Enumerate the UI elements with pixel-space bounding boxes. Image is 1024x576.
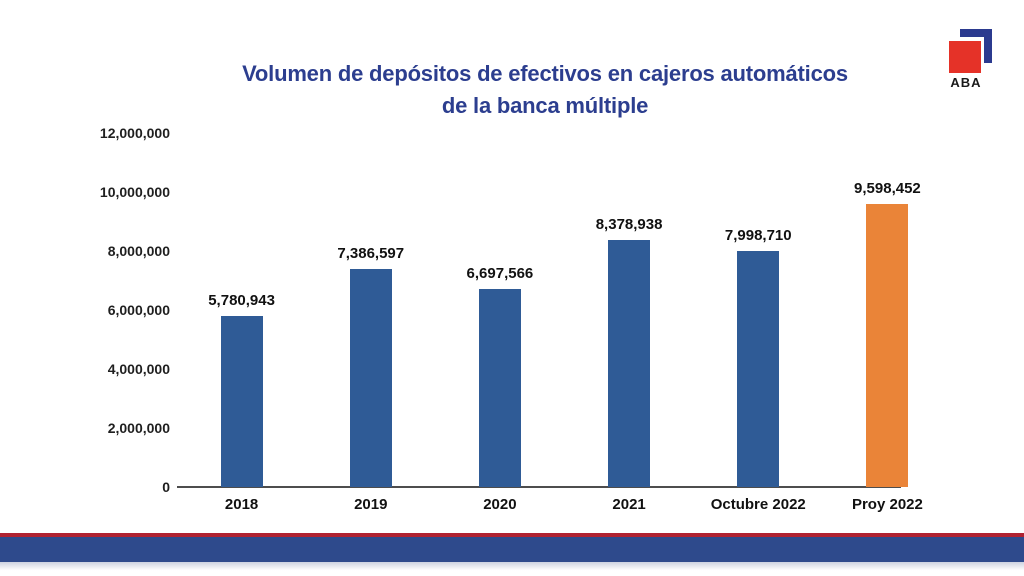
bar-value-label-2020: 6,697,566 <box>466 265 534 283</box>
footer-blue-band <box>0 537 1024 562</box>
y-axis-tick-label: 2,000,000 <box>107 420 170 436</box>
logo-red-square-icon <box>949 41 981 73</box>
bar-2021 <box>608 239 651 487</box>
footer-red-stripe <box>0 533 1024 537</box>
y-axis: 0 2,000,000 4,000,000 6,000,000 8,000,000 10,… <box>55 125 170 495</box>
y-axis-tick-label: 4,000,000 <box>107 361 170 377</box>
bar-value-label-octubre-2022: 7,998,710 <box>724 227 792 245</box>
bar-2018 <box>220 316 263 487</box>
plot-area: 5,780,943 7,386,597 6,697,566 8,378,938 7,99… <box>177 133 952 488</box>
chart-title-line1: Volumen de depósitos de efectivos en caj… <box>242 61 848 86</box>
y-axis-tick-label: 12,000,000 <box>99 125 170 141</box>
logo-corner-bracket-icon <box>960 29 992 63</box>
y-axis-tick-label: 6,000,000 <box>107 302 170 318</box>
x-axis: 2018 2019 2020 2021 Octubre 2022 Proy 2022 <box>177 496 952 522</box>
x-axis-label-2021: 2021 <box>612 496 646 513</box>
bar-value-label-2019: 7,386,597 <box>337 245 405 263</box>
chart-title-line2: de la banca múltiple <box>441 93 649 118</box>
x-axis-label-octubre-2022: Octubre 2022 <box>710 496 806 513</box>
logo-text: ABA <box>950 75 982 90</box>
y-axis-tick-label: 8,000,000 <box>107 243 170 259</box>
x-axis-label-2020: 2020 <box>483 496 517 513</box>
bar-value-label-proy-2022: 9,598,452 <box>854 179 921 197</box>
x-axis-line <box>177 486 901 488</box>
footer <box>0 533 1024 576</box>
x-axis-label-2018: 2018 <box>224 496 259 513</box>
aba-logo: ABA <box>945 25 997 91</box>
bar-proy-2022 <box>866 203 909 487</box>
x-axis-label-proy-2022: Proy 2022 <box>851 496 923 513</box>
bar-2019 <box>349 269 392 487</box>
bar-2020 <box>478 289 521 487</box>
footer-shadow <box>0 562 1024 576</box>
y-axis-tick-label: 0 <box>162 479 170 495</box>
bar-octubre-2022 <box>737 251 780 487</box>
bar-value-label-2018: 5,780,943 <box>208 292 275 310</box>
x-axis-label-2019: 2019 <box>354 496 388 513</box>
y-axis-tick-label: 10,000,000 <box>99 184 170 200</box>
bar-value-label-2021: 8,378,938 <box>595 215 663 233</box>
chart-title: Volumen de depósitos de efectivos en caj… <box>130 58 960 122</box>
